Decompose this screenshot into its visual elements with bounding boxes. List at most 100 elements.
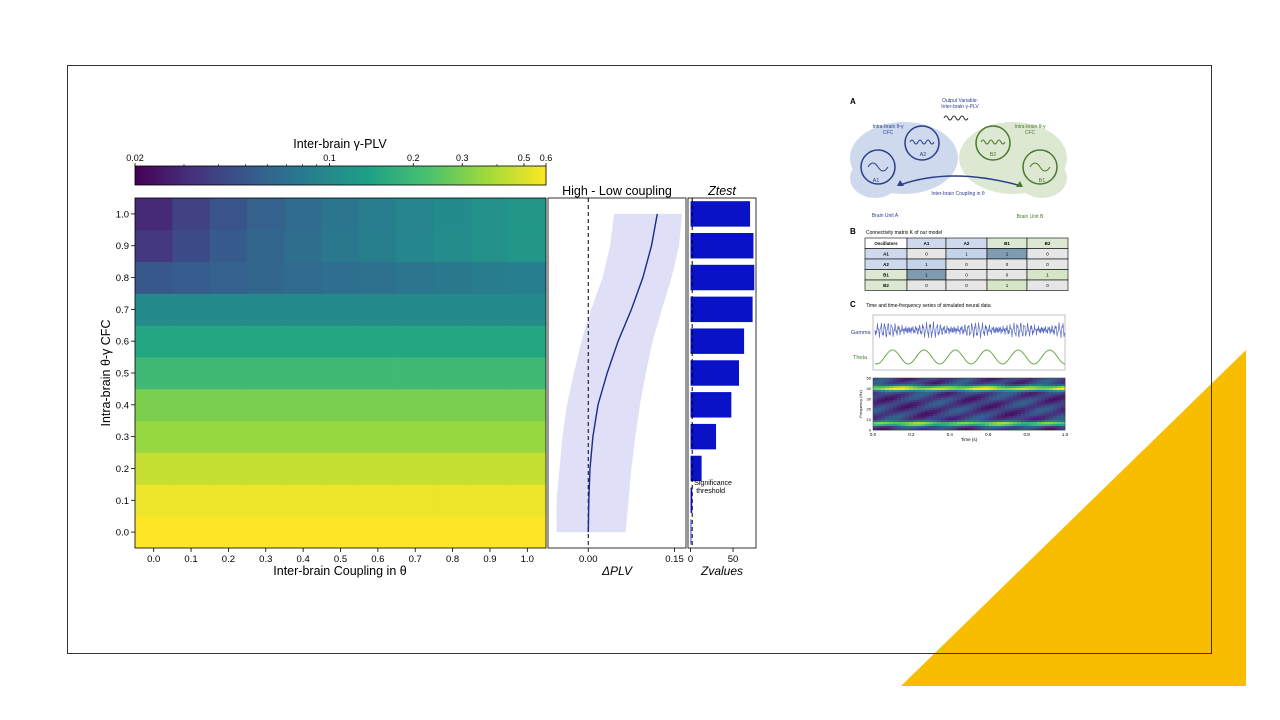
spectrogram-cell — [1049, 410, 1054, 413]
colorbar-segment — [399, 166, 405, 185]
spectrogram-cell — [929, 384, 934, 387]
spectrogram-cell — [1009, 396, 1014, 399]
gamma-time-series — [874, 321, 1066, 339]
spectrogram-cell — [873, 406, 878, 409]
spectrogram-cell — [1017, 412, 1022, 415]
heatmap-cell — [433, 325, 472, 358]
spectrogram-cell — [909, 410, 914, 413]
spectrogram-cell — [985, 416, 990, 419]
spectrogram-cell — [989, 416, 994, 419]
spectrogram-cell — [921, 428, 926, 431]
spectrogram-cell — [885, 378, 890, 381]
spectrogram-cell — [1041, 420, 1046, 423]
spectrogram-cell — [949, 380, 954, 383]
spectrogram-cell — [929, 394, 934, 397]
heatmap-y-tick-label: 0.9 — [116, 241, 129, 252]
spectrogram-cell — [1025, 392, 1030, 395]
heatmap-cell — [396, 516, 435, 549]
colorbar-segment — [395, 166, 401, 185]
spectrogram-cell — [953, 386, 958, 389]
spectrogram-cell — [877, 384, 882, 387]
heatmap-cell — [321, 516, 360, 549]
spectrogram-cell — [937, 426, 942, 429]
spectrogram-cell — [905, 396, 910, 399]
colorbar-segment — [427, 166, 433, 185]
spectrogram-cell — [897, 400, 902, 403]
spectrogram-cell — [889, 400, 894, 403]
spectrogram-cell — [961, 408, 966, 411]
spectrogram-cell — [885, 384, 890, 387]
spectrogram-cell — [989, 410, 994, 413]
spectrogram-cell — [1049, 394, 1054, 397]
heatmap-cell — [209, 261, 248, 294]
spectrogram-cell — [1049, 422, 1054, 425]
ztest-bar — [690, 264, 755, 291]
heatmap-cell — [321, 325, 360, 358]
spectrogram-cell — [1017, 388, 1022, 391]
spectrogram-cell — [981, 378, 986, 381]
spectrogram-x-tick-label: 0.6 — [985, 432, 992, 437]
spectrogram-cell — [885, 406, 890, 409]
spectrogram-cell — [1021, 412, 1026, 415]
spectrogram-cell — [917, 410, 922, 413]
spectrogram-cell — [889, 402, 894, 405]
heatmap-cell — [471, 261, 510, 294]
spectrogram-cell — [873, 390, 878, 393]
spectrogram-cell — [961, 400, 966, 403]
heatmap-y-tick-label: 0.1 — [116, 496, 129, 507]
spectrogram-cell — [1009, 378, 1014, 381]
spectrogram-cell — [885, 386, 890, 389]
spectrogram-cell — [1057, 380, 1062, 383]
heatmap-x-tick-label: 1.0 — [521, 554, 534, 565]
colorbar-border — [134, 165, 547, 186]
spectrogram-cell — [1029, 396, 1034, 399]
heatmap-cell — [396, 388, 435, 422]
spectrogram-cell — [1025, 390, 1030, 393]
spectrogram-cell — [901, 408, 906, 411]
spectrogram-cell — [1057, 408, 1062, 411]
spectrogram-cell — [1021, 404, 1026, 407]
spectrogram-cell — [929, 416, 934, 419]
spectrogram-cell — [925, 424, 930, 427]
spectrogram-cell — [1021, 426, 1026, 429]
spectrogram-cell — [925, 388, 930, 391]
heatmap-cell — [321, 261, 360, 294]
spectrogram-cell — [1061, 406, 1066, 409]
spectrogram-cell — [941, 416, 946, 419]
spectrogram-cell — [933, 390, 938, 393]
heatmap-cell — [247, 388, 285, 422]
spectrogram-cell — [997, 420, 1002, 423]
spectrogram-cell — [1053, 404, 1058, 407]
spectrogram-cell — [1033, 404, 1038, 407]
spectrogram-cell — [1037, 394, 1042, 397]
spectrogram-cell — [873, 384, 878, 387]
spectrogram-cell — [1017, 418, 1022, 421]
colorbar-segment — [249, 166, 255, 185]
spectrogram-cell — [889, 378, 894, 381]
heatmap-cells — [135, 198, 547, 549]
spectrogram-cell — [1045, 398, 1050, 401]
spectrogram-cell — [981, 410, 986, 413]
spectrogram-cell — [993, 420, 998, 423]
spectrogram-cell — [965, 426, 970, 429]
matrix-cell-value: 0 — [965, 273, 968, 278]
spectrogram-cell — [965, 420, 970, 423]
spectrogram-cell — [993, 412, 998, 415]
spectrogram-cell — [989, 396, 994, 399]
spectrogram-cell — [873, 398, 878, 401]
spectrogram-cell — [1049, 408, 1054, 411]
matrix-cell-value: 0 — [1006, 273, 1009, 278]
spectrogram-cell — [985, 378, 990, 381]
spectrogram-cell — [1017, 408, 1022, 411]
spectrogram-cell — [873, 378, 878, 381]
spectrogram-cell — [873, 424, 878, 427]
panel-a-label: A — [850, 97, 856, 106]
spectrogram-cell — [945, 408, 950, 411]
spectrogram-cell — [981, 416, 986, 419]
spectrogram-cell — [941, 396, 946, 399]
heatmap-y-ticks: 0.00.10.20.30.40.50.60.70.80.91.0 — [116, 209, 135, 539]
spectrogram-cell — [989, 398, 994, 401]
colorbar-segment — [422, 166, 428, 185]
spectrogram-cell — [933, 428, 938, 431]
spectrogram-cell — [1061, 410, 1066, 413]
